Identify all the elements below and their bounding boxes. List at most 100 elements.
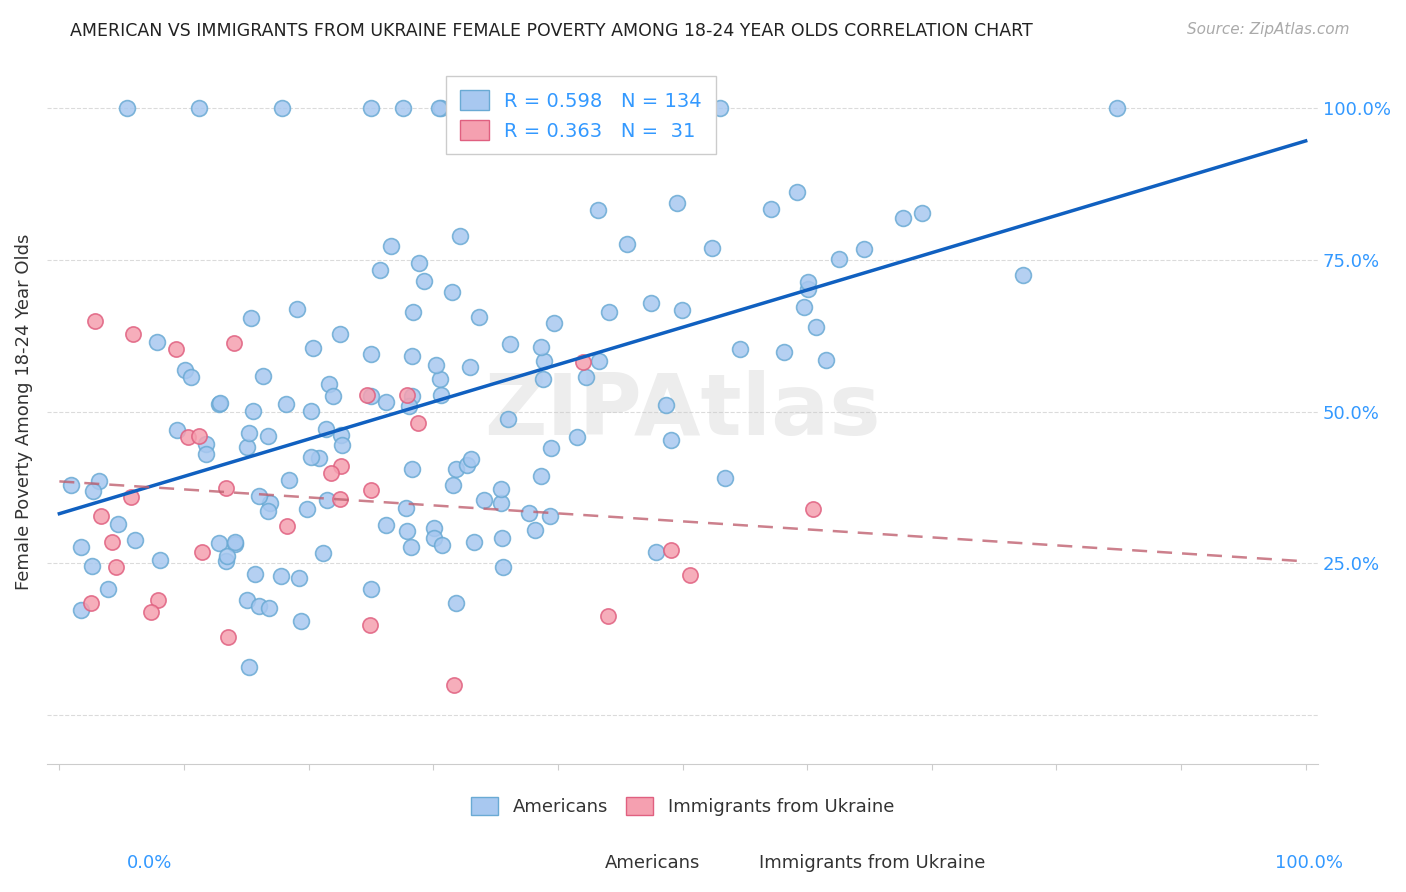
Point	[401, 389, 423, 403]
Point	[374, 517, 396, 532]
Point	[709, 101, 731, 115]
Point	[463, 534, 485, 549]
Point	[146, 334, 169, 349]
Point	[793, 300, 815, 314]
Point	[429, 372, 451, 386]
Point	[69, 540, 91, 554]
Point	[149, 553, 172, 567]
Point	[797, 282, 820, 296]
Point	[194, 448, 217, 462]
Y-axis label: Female Poverty Among 18-24 Year Olds: Female Poverty Among 18-24 Year Olds	[15, 234, 32, 590]
Point	[329, 491, 352, 506]
Point	[425, 358, 447, 372]
Point	[276, 518, 298, 533]
Point	[911, 206, 934, 220]
Point	[329, 428, 352, 442]
Point	[214, 481, 236, 495]
Point	[644, 544, 666, 558]
Text: ZIPAtlas: ZIPAtlas	[484, 370, 880, 453]
Point	[360, 582, 382, 597]
Point	[60, 478, 83, 492]
Point	[456, 458, 478, 472]
Text: 0.0%: 0.0%	[127, 855, 172, 872]
Point	[423, 521, 446, 535]
Point	[180, 370, 202, 384]
Point	[530, 469, 553, 483]
Point	[616, 237, 638, 252]
Point	[236, 440, 259, 454]
Point	[82, 483, 104, 498]
Point	[187, 101, 209, 115]
Point	[460, 452, 482, 467]
Point	[491, 531, 513, 545]
Point	[278, 473, 301, 487]
Point	[360, 101, 382, 115]
Point	[215, 554, 238, 568]
Point	[370, 263, 392, 277]
Point	[655, 398, 678, 412]
Point	[714, 471, 737, 485]
Text: AMERICAN VS IMMIGRANTS FROM UKRAINE FEMALE POVERTY AMONG 18-24 YEAR OLDS CORRELA: AMERICAN VS IMMIGRANTS FROM UKRAINE FEMA…	[70, 22, 1033, 40]
Point	[828, 252, 851, 267]
Point	[1107, 101, 1129, 115]
Point	[402, 304, 425, 318]
Point	[107, 517, 129, 532]
Point	[395, 524, 418, 538]
Point	[492, 559, 515, 574]
Point	[356, 388, 378, 402]
Point	[238, 659, 260, 673]
Point	[101, 535, 124, 549]
Point	[318, 376, 340, 391]
Point	[679, 567, 702, 582]
Point	[252, 368, 274, 383]
Point	[299, 450, 322, 464]
Point	[443, 678, 465, 692]
Text: 100.0%: 100.0%	[1275, 855, 1343, 872]
Point	[468, 310, 491, 325]
Point	[188, 429, 211, 443]
Point	[427, 101, 450, 115]
Point	[70, 602, 93, 616]
Point	[87, 474, 110, 488]
Point	[297, 502, 319, 516]
Point	[240, 310, 263, 325]
Point	[659, 543, 682, 558]
Point	[472, 493, 495, 508]
Point	[247, 489, 270, 503]
Point	[391, 101, 413, 115]
Legend: Americans, Immigrants from Ukraine: Americans, Immigrants from Ukraine	[463, 788, 903, 825]
Point	[302, 342, 325, 356]
Point	[217, 630, 239, 644]
Point	[852, 242, 875, 256]
Point	[772, 344, 794, 359]
Point	[449, 229, 471, 244]
Point	[139, 605, 162, 619]
Point	[640, 296, 662, 310]
Point	[90, 509, 112, 524]
Point	[257, 504, 280, 518]
Point	[329, 327, 352, 342]
Point	[804, 320, 827, 334]
Point	[359, 618, 381, 632]
Point	[598, 608, 620, 623]
Point	[97, 582, 120, 596]
Point	[329, 458, 352, 473]
Point	[259, 496, 281, 510]
Point	[1011, 268, 1033, 282]
Point	[530, 340, 553, 354]
Point	[247, 599, 270, 613]
Point	[458, 359, 481, 374]
Point	[360, 483, 382, 498]
Point	[574, 370, 596, 384]
Point	[441, 285, 464, 300]
Point	[208, 397, 231, 411]
Point	[396, 388, 419, 402]
Point	[290, 614, 312, 628]
Text: Americans: Americans	[605, 855, 700, 872]
Point	[395, 500, 418, 515]
Point	[270, 568, 292, 582]
Point	[360, 389, 382, 403]
Point	[728, 342, 751, 356]
Point	[311, 546, 333, 560]
Point	[80, 596, 103, 610]
